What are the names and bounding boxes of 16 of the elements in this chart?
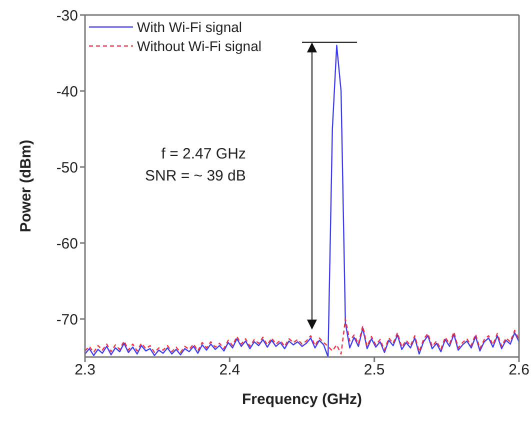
- x-axis-title: Frequency (GHz): [242, 391, 362, 408]
- legend-label: Without Wi-Fi signal: [137, 38, 262, 54]
- legend-label: With Wi-Fi signal: [137, 19, 242, 35]
- y-tick-label: -30: [56, 7, 78, 24]
- y-tick-label: -50: [56, 159, 78, 176]
- y-axis-title: Power (dBm): [17, 140, 34, 232]
- y-tick-label: -70: [56, 311, 78, 328]
- annotation: SNR = ~ 39 dB: [145, 168, 246, 185]
- x-tick-label: 2.4: [219, 362, 240, 379]
- y-tick-label: -60: [56, 235, 78, 252]
- y-tick-label: -40: [56, 83, 78, 100]
- x-tick-label: 2.6: [508, 362, 530, 379]
- annotation: f = 2.47 GHz: [161, 146, 246, 163]
- line-series: [85, 318, 519, 355]
- x-tick-label: 2.3: [74, 362, 96, 379]
- x-tick-label: 2.5: [364, 362, 385, 379]
